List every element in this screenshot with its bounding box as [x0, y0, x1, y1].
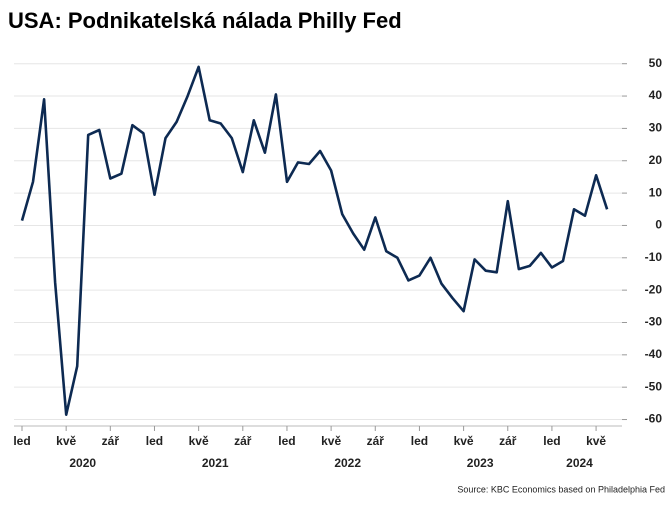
year-label: 2023 — [467, 456, 494, 470]
year-label: 2021 — [202, 456, 229, 470]
x-tick-label: kvě — [189, 434, 209, 448]
x-tick-label: kvě — [586, 434, 606, 448]
x-tick-label: led — [411, 434, 428, 448]
y-tick-label: -10 — [645, 250, 663, 264]
x-tick-label: kvě — [56, 434, 76, 448]
x-tick-label: led — [543, 434, 560, 448]
source-note: Source: KBC Economics based on Philadelp… — [457, 484, 665, 494]
year-label: 2022 — [334, 456, 361, 470]
x-tick-label: led — [146, 434, 163, 448]
y-tick-label: -50 — [645, 379, 663, 393]
x-tick-label: led — [278, 434, 295, 448]
y-tick-label: 20 — [649, 153, 663, 167]
data-line — [20, 65, 609, 416]
y-tick-label: 0 — [655, 218, 662, 232]
y-tick-label: 50 — [649, 56, 663, 70]
y-tick-label: -30 — [645, 315, 663, 329]
y-tick-label: 30 — [649, 121, 663, 135]
y-tick-label: -60 — [645, 412, 663, 426]
chart-title: USA: Podnikatelská nálada Philly Fed — [8, 8, 402, 33]
x-tick-label: zář — [102, 434, 120, 448]
year-label: 2020 — [69, 456, 96, 470]
x-tick-label: led — [13, 434, 30, 448]
y-tick-label: 40 — [649, 88, 663, 102]
y-tick-label: 10 — [649, 185, 663, 199]
x-tick-label: zář — [234, 434, 252, 448]
x-tick-label: kvě — [321, 434, 341, 448]
x-tick-label: zář — [367, 434, 385, 448]
x-tick-label: kvě — [454, 434, 474, 448]
x-tick-label: zář — [499, 434, 517, 448]
y-tick-label: -40 — [645, 347, 663, 361]
year-label: 2024 — [566, 456, 593, 470]
y-tick-label: -20 — [645, 282, 663, 296]
